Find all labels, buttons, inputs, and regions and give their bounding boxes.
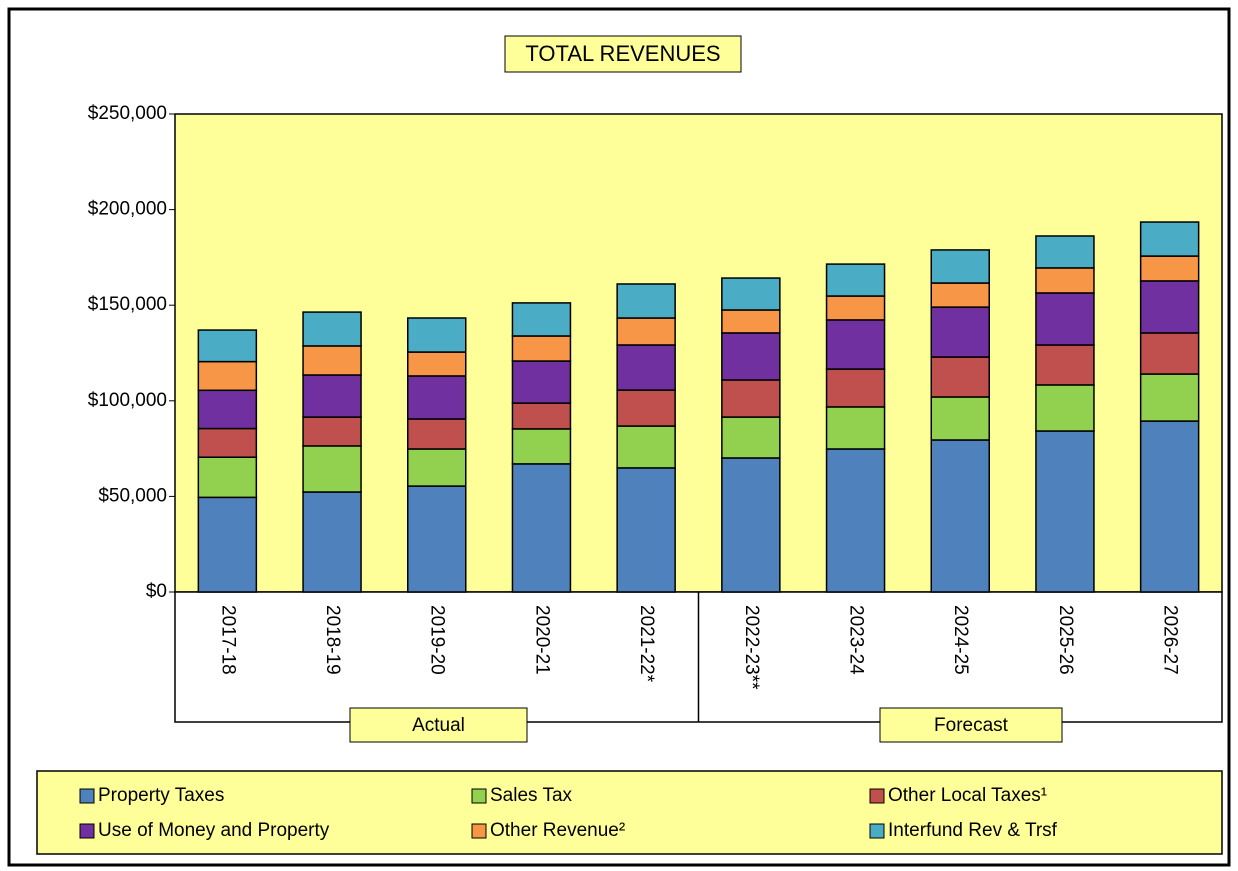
bar-segment	[825, 368, 886, 408]
x-tick-label: 2025-26	[1055, 605, 1076, 675]
bar-segment	[1035, 430, 1095, 593]
y-tick-label: $150,000	[88, 294, 167, 315]
bar-segment	[930, 282, 990, 308]
chart-title: TOTAL REVENUES	[525, 41, 720, 66]
bar-segment	[1139, 332, 1200, 375]
bar-segment	[1035, 292, 1095, 346]
bar-segment	[302, 416, 362, 447]
bar-segment	[407, 448, 467, 487]
bar-segment	[721, 416, 781, 459]
legend-swatch	[79, 823, 95, 839]
bar-segment	[1035, 384, 1095, 432]
bar-segment	[407, 317, 467, 353]
bar-segment	[1139, 373, 1200, 422]
x-tick-label: 2017-18	[217, 605, 238, 675]
bar-segment	[511, 360, 572, 404]
x-tick-label: 2020-21	[531, 605, 552, 675]
legend-swatch	[471, 823, 487, 839]
group-label: Forecast	[934, 715, 1009, 736]
bar-segment	[1139, 420, 1200, 593]
bar-segment	[1139, 221, 1200, 257]
bar-segment	[616, 425, 676, 469]
bar-segment	[825, 319, 886, 370]
bar-segment	[511, 302, 572, 337]
x-tick-label: 2018-19	[322, 605, 343, 675]
x-tick-label: 2026-27	[1160, 605, 1181, 675]
bar-segment	[721, 379, 781, 418]
bar-segment	[616, 283, 676, 319]
legend-label: Sales Tax	[490, 785, 573, 806]
y-tick-label: $100,000	[88, 390, 167, 411]
legend-label: Interfund Rev & Trsf	[888, 820, 1058, 841]
legend-swatch	[869, 788, 885, 804]
legend-label: Other Revenue²	[490, 820, 625, 841]
x-tick-label: 2022-23**	[741, 605, 762, 690]
y-tick-label: $200,000	[88, 199, 167, 220]
bar-segment	[616, 317, 676, 346]
bar-segment	[302, 345, 362, 376]
bar-segment	[721, 332, 781, 381]
group-box	[879, 707, 1063, 743]
bar-segment	[302, 445, 362, 493]
bar-segment	[197, 496, 258, 593]
bar-segment	[721, 309, 781, 334]
bar-segment	[407, 375, 467, 420]
bar-segment	[721, 277, 781, 311]
legend-swatch	[79, 788, 95, 804]
bar-segment	[721, 457, 781, 593]
bar-segment	[825, 406, 886, 450]
bar-segment	[930, 356, 990, 398]
y-tick-label: $0	[146, 581, 167, 602]
title-box	[504, 35, 742, 73]
bar-segment	[407, 418, 467, 450]
bar-segment	[197, 360, 258, 392]
legend-swatch	[471, 788, 487, 804]
bar-segment	[616, 467, 676, 593]
bar-segment	[407, 485, 467, 593]
group-box	[349, 707, 528, 743]
bar-segment	[930, 439, 990, 593]
x-tick-label: 2021-22*	[636, 605, 657, 683]
y-tick-label: $250,000	[88, 103, 167, 124]
bar-segment	[197, 389, 258, 430]
bar-segment	[302, 491, 362, 593]
bar-segment	[1035, 344, 1095, 386]
bar-segment	[197, 456, 258, 499]
bar-segment	[616, 344, 676, 391]
y-tick-label: $50,000	[98, 485, 167, 506]
x-tick-label: 2019-20	[427, 605, 448, 675]
legend-label: Use of Money and Property	[98, 820, 330, 841]
legend-box	[36, 770, 1223, 855]
bar-segment	[616, 389, 676, 427]
bar-segment	[930, 306, 990, 358]
bar-segment	[930, 249, 990, 284]
bar-segment	[1035, 235, 1095, 269]
bar-segment	[930, 396, 990, 441]
bar-segment	[511, 428, 572, 465]
bar-segment	[511, 463, 572, 593]
bar-segment	[1035, 267, 1095, 294]
bar-segment	[197, 427, 258, 458]
legend-label: Property Taxes	[98, 785, 224, 806]
bar-segment	[302, 374, 362, 418]
legend-label: Other Local Taxes¹	[888, 785, 1047, 806]
x-tick-label: 2023-24	[846, 605, 867, 675]
group-label: Actual	[412, 715, 465, 736]
legend-swatch	[869, 823, 885, 839]
bar-segment	[407, 351, 467, 377]
bar-segment	[1139, 255, 1200, 282]
bar-segment	[1139, 280, 1200, 334]
bar-segment	[197, 329, 258, 363]
bar-segment	[511, 335, 572, 362]
bar-segment	[302, 311, 362, 347]
bar-segment	[825, 263, 886, 297]
bar-segment	[825, 448, 886, 593]
bar-segment	[825, 295, 886, 321]
bar-segment	[511, 402, 572, 430]
x-tick-label: 2024-25	[950, 605, 971, 675]
